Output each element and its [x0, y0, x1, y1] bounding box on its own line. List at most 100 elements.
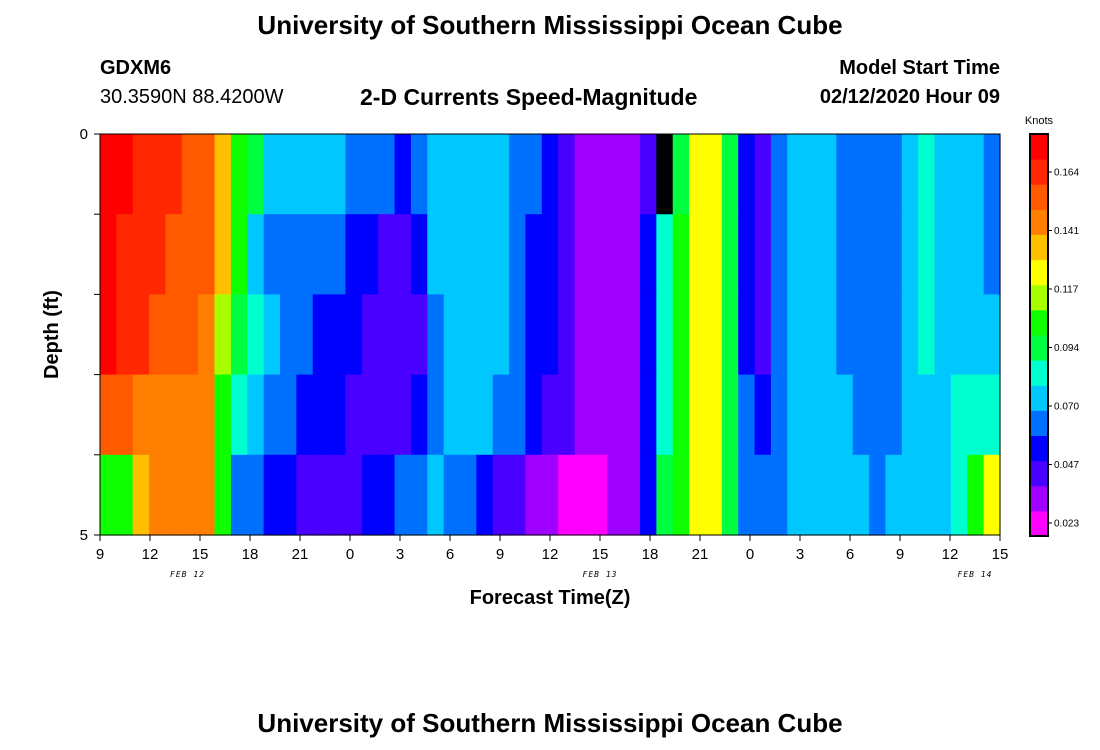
heatmap-cell — [345, 134, 363, 215]
legend-swatch — [1030, 134, 1048, 160]
legend-swatch — [1030, 485, 1048, 512]
y-tick-label: 0 — [80, 126, 88, 143]
heatmap-cell — [410, 214, 428, 295]
heatmap-cell — [116, 214, 134, 295]
date-label: FEB 12 — [170, 570, 205, 579]
heatmap-cell — [460, 374, 477, 456]
heatmap-cell — [165, 374, 183, 456]
heatmap-cell — [607, 134, 625, 215]
x-tick-label: 18 — [642, 546, 659, 563]
heatmap-cell — [394, 294, 412, 376]
heatmap-cell — [181, 214, 199, 295]
heatmap-cell — [312, 294, 330, 376]
heatmap-cell — [558, 454, 576, 536]
heatmap-cell — [869, 294, 887, 376]
heatmap-cell — [950, 454, 968, 536]
heatmap-cell — [378, 294, 396, 376]
heatmap-cell — [230, 374, 248, 456]
heatmap-cell — [738, 374, 756, 456]
heatmap-cell — [918, 454, 936, 536]
heatmap-cell — [689, 374, 707, 456]
y-axis-title: Depth (ft) — [41, 290, 63, 379]
legend-tick-label: 0.047 — [1054, 460, 1079, 471]
heatmap-cell — [869, 454, 887, 536]
heatmap-cell — [230, 214, 248, 295]
model-start-label: Model Start Time — [839, 57, 1000, 79]
heatmap-cell — [803, 454, 821, 536]
heatmap-cell — [901, 294, 919, 376]
heatmap-cell — [100, 454, 117, 536]
legend-tick-label: 0.141 — [1054, 226, 1079, 237]
heatmap-cell — [852, 374, 870, 456]
heatmap-cell — [918, 374, 936, 456]
heatmap-cell — [247, 294, 265, 376]
heatmap-cell — [509, 134, 527, 215]
heatmap-cell — [607, 214, 625, 295]
heatmap-cell — [100, 134, 117, 215]
heatmap-cell — [525, 294, 543, 376]
heatmap-cell — [263, 454, 281, 536]
heatmap-cell — [656, 214, 674, 295]
heatmap-cell — [541, 134, 559, 215]
heatmap-axes: 9 12 15 18 21 0 3 6 9 12 15 18 21 0 3 6 9 12 15 FEB 12 FEB 1… — [41, 126, 1008, 609]
heatmap-cell — [247, 134, 265, 215]
legend-tick-label: 0.117 — [1054, 285, 1079, 296]
heatmap-cell — [198, 454, 216, 536]
heatmap-cell — [296, 214, 314, 295]
heatmap-cell — [247, 214, 265, 295]
x-axis-title: Forecast Time(Z) — [470, 587, 631, 609]
heatmap-cell — [623, 294, 641, 376]
heatmap-cell — [656, 294, 674, 376]
x-tick-label: 6 — [446, 546, 454, 563]
color-legend: Knots 0.164 0.141 0.117 0.094 0.070 0.047 0.023 — [1025, 115, 1079, 537]
heatmap-cell — [541, 214, 559, 295]
heatmap-cell — [754, 374, 772, 456]
heatmap-cell — [460, 294, 477, 376]
heatmap-cells — [100, 134, 1001, 536]
heatmap-cell — [672, 374, 690, 456]
heatmap-cell — [738, 454, 756, 536]
heatmap-cell — [247, 454, 265, 536]
heatmap-cell — [803, 134, 821, 215]
heatmap-cell — [132, 134, 150, 215]
x-tick-label: 3 — [396, 546, 404, 563]
heatmap-cell — [950, 294, 968, 376]
heatmap-cell — [852, 294, 870, 376]
x-tick-label: 15 — [592, 546, 609, 563]
heatmap-cell — [721, 214, 739, 295]
heatmap-cell — [640, 374, 657, 456]
heatmap-cell — [885, 454, 903, 536]
heatmap-cell — [460, 214, 477, 295]
heatmap-cell — [558, 374, 576, 456]
heatmap-cell — [607, 454, 625, 536]
heatmap-cell — [312, 374, 330, 456]
heatmap-cell — [558, 294, 576, 376]
heatmap-cell — [361, 134, 379, 215]
heatmap-cell — [509, 294, 527, 376]
heatmap-cell — [149, 294, 167, 376]
heatmap-cell — [852, 134, 870, 215]
heatmap-cell — [492, 454, 510, 536]
heatmap-cell — [623, 214, 641, 295]
heatmap-cell — [296, 134, 314, 215]
heatmap-cell — [427, 214, 445, 295]
y-tick-label: 5 — [80, 527, 88, 544]
heatmap-cell — [836, 134, 854, 215]
heatmap-cell — [329, 294, 347, 376]
heatmap-cell — [410, 134, 428, 215]
heatmap-cell — [705, 134, 723, 215]
heatmap-cell — [149, 134, 167, 215]
heatmap-cell — [983, 294, 1001, 376]
heatmap-cell — [394, 134, 412, 215]
legend-title: Knots — [1025, 115, 1054, 127]
missing-data-cell — [661, 134, 670, 215]
heatmap-cell — [181, 134, 199, 215]
heatmap-cell — [869, 134, 887, 215]
heatmap-cell — [721, 134, 739, 215]
heatmap-cell — [296, 454, 314, 536]
heatmap-cell — [590, 214, 608, 295]
heatmap-cell — [803, 374, 821, 456]
heatmap-cell — [476, 214, 494, 295]
heatmap-cell — [263, 214, 281, 295]
heatmap-cell — [165, 454, 183, 536]
